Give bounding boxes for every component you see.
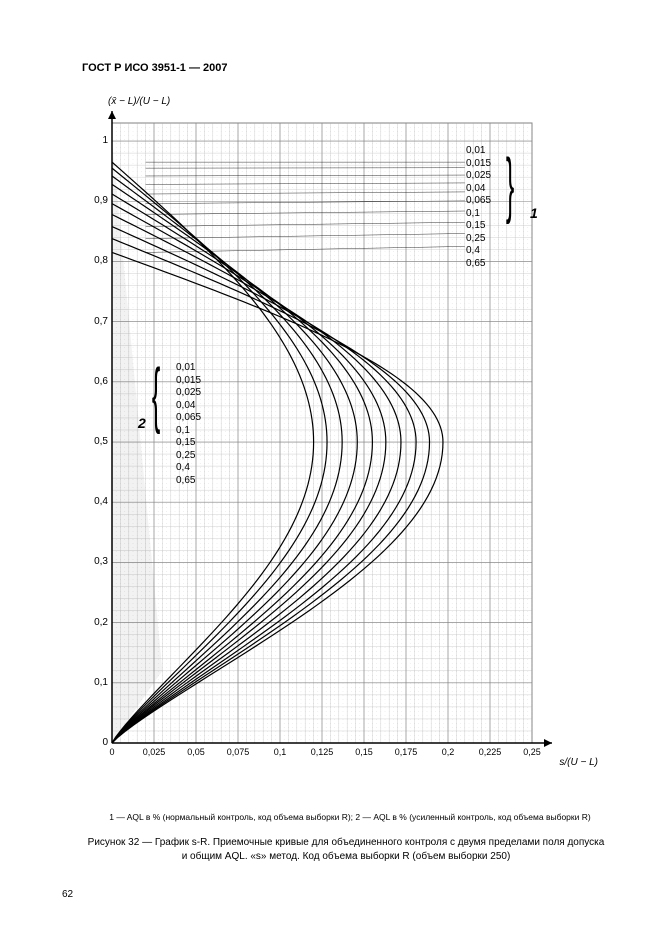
aql-value: 0,25 xyxy=(176,450,201,463)
y-tick-label: 0,5 xyxy=(82,436,108,447)
brace-icon: { xyxy=(152,365,160,426)
aql-value: 0,4 xyxy=(176,462,201,475)
x-axis-label: s/(U − L) xyxy=(559,757,598,768)
aql-value: 0,025 xyxy=(466,170,491,183)
brace-icon: } xyxy=(506,155,514,216)
group2-id: 2 xyxy=(138,415,146,431)
y-tick-label: 0,3 xyxy=(82,556,108,567)
x-tick-label: 0,125 xyxy=(305,747,339,757)
aql-value: 0,025 xyxy=(176,387,201,400)
x-tick-label: 0,2 xyxy=(431,747,465,757)
aql-value: 0,015 xyxy=(176,375,201,388)
aql-value: 0,065 xyxy=(176,412,201,425)
y-tick-label: 1 xyxy=(82,135,108,146)
aql-value: 0,015 xyxy=(466,158,491,171)
x-tick-label: 0,025 xyxy=(137,747,171,757)
aql-value: 0,04 xyxy=(466,183,491,196)
aql-value: 0,01 xyxy=(466,145,491,158)
y-tick-label: 0,2 xyxy=(82,617,108,628)
x-tick-label: 0,225 xyxy=(473,747,507,757)
aql-value: 0,01 xyxy=(176,362,201,375)
caption-line-1: Рисунок 32 — График s-R. Приемочные крив… xyxy=(88,837,605,848)
figure-caption: Рисунок 32 — График s-R. Приемочные крив… xyxy=(70,836,622,864)
aql-value: 0,15 xyxy=(466,220,491,233)
aql-value: 0,04 xyxy=(176,400,201,413)
group2-aql-labels: 0,010,0150,0250,040,0650,10,150,250,40,6… xyxy=(176,362,201,487)
x-tick-label: 0 xyxy=(95,747,129,757)
page-number: 62 xyxy=(62,889,73,900)
x-tick-label: 0,25 xyxy=(515,747,549,757)
aql-value: 0,065 xyxy=(466,195,491,208)
y-tick-label: 0,7 xyxy=(82,316,108,327)
y-tick-label: 0,9 xyxy=(82,195,108,206)
aql-value: 0,65 xyxy=(176,475,201,488)
y-tick-label: 0,4 xyxy=(82,496,108,507)
y-tick-label: 0,8 xyxy=(82,255,108,266)
x-tick-label: 0,1 xyxy=(263,747,297,757)
caption-line-2: и общим AQL. «s» метод. Код объема выбор… xyxy=(182,851,511,862)
aql-value: 0,1 xyxy=(466,208,491,221)
y-tick-label: 0,1 xyxy=(82,677,108,688)
page: ГОСТ Р ИСО 3951-1 — 2007 (x̄ − L)/(U − L… xyxy=(0,0,662,936)
aql-value: 0,4 xyxy=(466,245,491,258)
aql-value: 0,1 xyxy=(176,425,201,438)
legend-text: 1 — AQL в % (нормальный контроль, код об… xyxy=(78,812,622,822)
group1-aql-labels: 0,010,0150,0250,040,0650,10,150,250,40,6… xyxy=(466,145,491,270)
group1-id: 1 xyxy=(530,205,538,221)
x-tick-label: 0,05 xyxy=(179,747,213,757)
y-tick-label: 0,6 xyxy=(82,376,108,387)
aql-value: 0,25 xyxy=(466,233,491,246)
chart-svg xyxy=(78,105,598,785)
x-tick-label: 0,15 xyxy=(347,747,381,757)
aql-value: 0,65 xyxy=(466,258,491,271)
document-header: ГОСТ Р ИСО 3951-1 — 2007 xyxy=(82,62,228,74)
chart-s-r: 00,10,20,30,40,50,60,70,80,91 00,0250,05… xyxy=(78,105,598,785)
aql-value: 0,15 xyxy=(176,437,201,450)
x-tick-label: 0,075 xyxy=(221,747,255,757)
x-tick-label: 0,175 xyxy=(389,747,423,757)
